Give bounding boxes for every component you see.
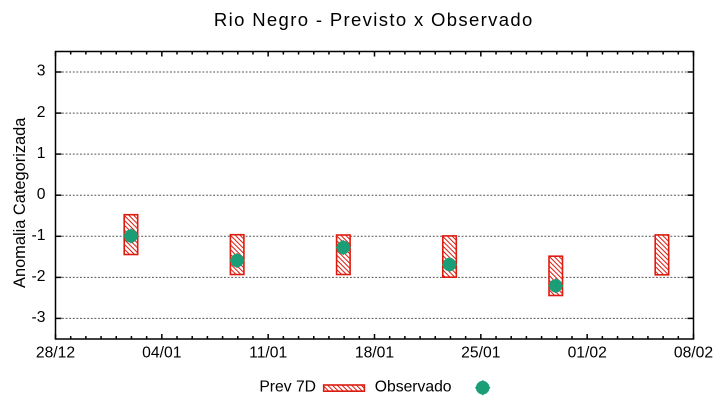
svg-text:0: 0 bbox=[37, 186, 46, 203]
svg-text:01/02: 01/02 bbox=[568, 345, 607, 362]
svg-text:1: 1 bbox=[37, 145, 46, 162]
svg-text:-1: -1 bbox=[32, 227, 46, 244]
svg-text:3: 3 bbox=[37, 63, 46, 80]
svg-text:Prev 7D: Prev 7D bbox=[259, 379, 316, 396]
svg-text:28/12: 28/12 bbox=[36, 345, 75, 362]
svg-text:08/02: 08/02 bbox=[674, 345, 713, 362]
svg-text:25/01: 25/01 bbox=[461, 345, 500, 362]
svg-text:18/01: 18/01 bbox=[355, 345, 394, 362]
svg-text:11/01: 11/01 bbox=[249, 345, 287, 362]
svg-text:04/01: 04/01 bbox=[142, 345, 181, 362]
svg-text:-2: -2 bbox=[32, 268, 46, 285]
svg-text:Anomalia Categorizada: Anomalia Categorizada bbox=[11, 117, 29, 288]
svg-text:2: 2 bbox=[37, 104, 46, 121]
svg-text:Observado: Observado bbox=[375, 379, 452, 396]
svg-text:-3: -3 bbox=[32, 309, 46, 326]
svg-text:Rio Negro - Previsto x Observa: Rio Negro - Previsto x Observado bbox=[214, 9, 534, 30]
